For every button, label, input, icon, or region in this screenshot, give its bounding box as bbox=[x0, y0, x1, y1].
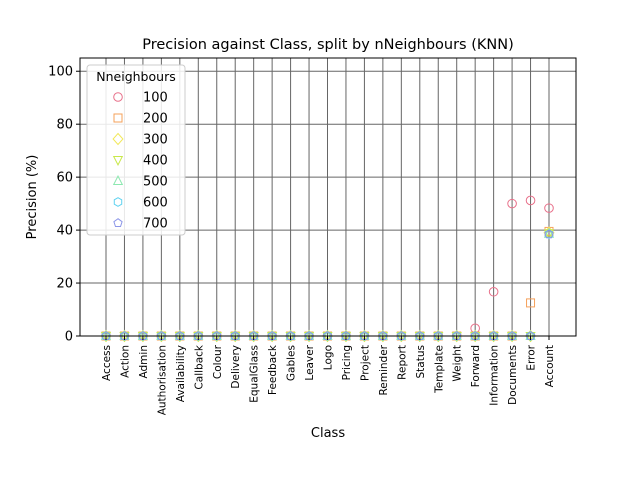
data-point-400 bbox=[193, 332, 204, 342]
data-point-400 bbox=[377, 332, 388, 342]
legend-label: 300 bbox=[143, 133, 168, 148]
legend-label: 200 bbox=[143, 112, 168, 127]
data-point-100 bbox=[488, 286, 499, 297]
legend-box bbox=[86, 64, 186, 236]
x-tick-label: Weight bbox=[452, 345, 464, 382]
x-tick-label: Project bbox=[359, 345, 371, 381]
data-point-400 bbox=[414, 332, 425, 342]
x-tick-label: Delivery bbox=[230, 345, 242, 389]
data-point-400 bbox=[248, 332, 259, 342]
x-tick-label: Error bbox=[526, 344, 538, 370]
legend-marker-500 bbox=[112, 175, 124, 185]
x-tick-label: Callback bbox=[193, 344, 205, 389]
legend-marker-100 bbox=[113, 92, 123, 102]
data-point-400 bbox=[433, 332, 444, 342]
x-axis-ticks: Access Action Admin Authorisation Availabili… bbox=[101, 336, 556, 415]
data-point-400 bbox=[396, 332, 407, 342]
data-point-400 bbox=[359, 332, 370, 342]
y-tick-label: 60 bbox=[56, 171, 73, 186]
data-point-400 bbox=[267, 332, 278, 342]
data-point-100 bbox=[507, 198, 517, 209]
legend-marker-300 bbox=[112, 132, 124, 146]
data-point-400 bbox=[303, 332, 315, 342]
data-point-400 bbox=[174, 332, 185, 342]
x-tick-label: Availability bbox=[175, 345, 187, 402]
data-point-100 bbox=[525, 195, 536, 206]
x-tick-label: Admin bbox=[138, 345, 150, 378]
y-tick-label: 80 bbox=[56, 118, 73, 133]
data-point-400 bbox=[506, 332, 518, 342]
data-point-400 bbox=[137, 332, 149, 342]
data-point-600 bbox=[544, 229, 554, 239]
data-point-200 bbox=[526, 298, 536, 308]
legend-label: 500 bbox=[143, 175, 168, 190]
y-tick-label: 100 bbox=[48, 65, 73, 80]
legend-marker-400 bbox=[112, 156, 124, 166]
legend-marker-700 bbox=[113, 218, 123, 227]
y-tick-label: 20 bbox=[56, 277, 73, 292]
legend-marker-200 bbox=[113, 113, 123, 123]
legend-marker-600 bbox=[113, 197, 123, 207]
x-tick-label: Feedback bbox=[267, 344, 279, 395]
data-points bbox=[100, 195, 555, 343]
x-tick-label: Logo bbox=[323, 345, 335, 370]
data-point-400 bbox=[322, 332, 333, 342]
x-tick-label: Reminder bbox=[378, 344, 390, 395]
data-point-400 bbox=[340, 332, 352, 342]
x-tick-label: Documents bbox=[507, 345, 519, 405]
x-tick-label: Colour bbox=[212, 344, 224, 379]
legend-title: Nneighbours bbox=[96, 69, 175, 84]
legend-label: 700 bbox=[143, 217, 168, 232]
data-point-400 bbox=[230, 332, 241, 342]
legend-label: 100 bbox=[143, 91, 168, 106]
x-tick-label: Account bbox=[544, 345, 556, 387]
y-axis-ticks: 0 20 40 60 80 100 bbox=[48, 65, 80, 345]
data-point-400 bbox=[100, 332, 112, 342]
x-tick-label: EqualGlass bbox=[249, 345, 261, 403]
x-tick-label: Forward bbox=[470, 345, 482, 387]
x-tick-label: Action bbox=[119, 345, 131, 378]
data-point-400 bbox=[470, 332, 481, 342]
data-point-400 bbox=[156, 332, 167, 342]
chart-title: Precision against Class, split by nNeigh… bbox=[142, 37, 514, 53]
x-tick-label: Information bbox=[489, 345, 501, 406]
data-point-400 bbox=[525, 332, 536, 342]
y-tick-label: 40 bbox=[56, 224, 73, 239]
data-point-400 bbox=[119, 332, 130, 342]
x-axis-label: Class bbox=[311, 426, 345, 441]
data-point-100 bbox=[544, 203, 554, 213]
x-tick-label: Access bbox=[101, 345, 113, 381]
x-tick-label: Pricing bbox=[341, 345, 353, 380]
legend: Nneighbours 100 200 300 400 500 600 700 bbox=[86, 64, 186, 236]
data-point-400 bbox=[211, 332, 222, 342]
x-tick-label: Template bbox=[433, 345, 445, 394]
data-point-700 bbox=[544, 229, 554, 239]
y-tick-label: 0 bbox=[65, 330, 73, 345]
data-point-500 bbox=[543, 227, 555, 238]
data-point-400 bbox=[285, 332, 296, 342]
legend-label: 600 bbox=[143, 196, 168, 211]
x-tick-label: Gables bbox=[286, 345, 298, 381]
data-point-400 bbox=[488, 332, 499, 342]
x-tick-label: Authorisation bbox=[156, 345, 168, 415]
legend-label: 400 bbox=[143, 154, 168, 169]
y-axis-label: Precision (%) bbox=[25, 155, 40, 240]
legend-items: 100 200 300 400 500 600 700 bbox=[112, 91, 168, 232]
x-tick-label: Status bbox=[415, 345, 427, 378]
x-tick-label: Leaver bbox=[304, 344, 316, 380]
x-tick-label: Report bbox=[396, 345, 408, 380]
data-point-400 bbox=[451, 332, 462, 342]
